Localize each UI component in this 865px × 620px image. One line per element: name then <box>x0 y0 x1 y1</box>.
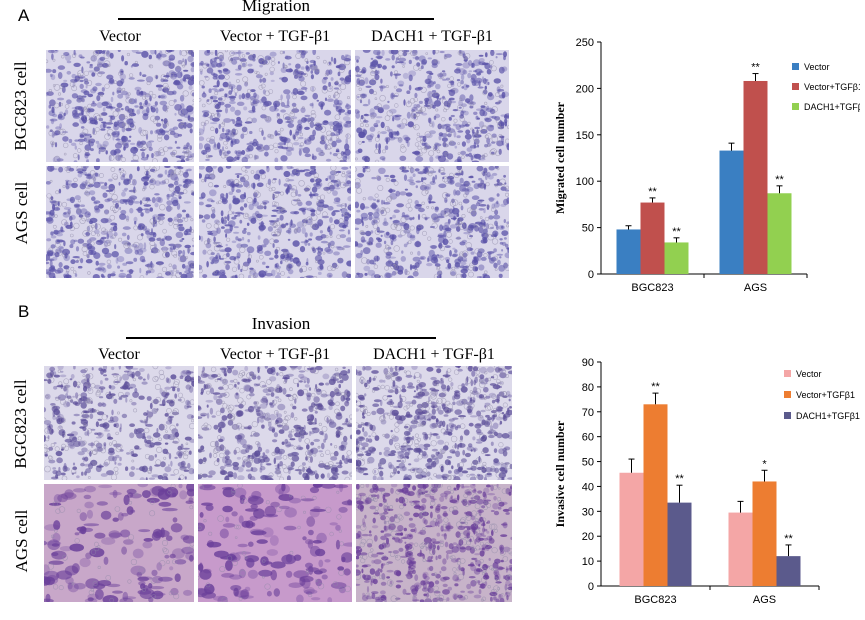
significance-label: ** <box>775 174 784 186</box>
chart-svg: 0 10 20 30 40 50 60 70 80 90 Invasive cell number B… <box>548 352 860 615</box>
y-tick-label: 100 <box>576 176 594 188</box>
y-tick-label: 70 <box>582 407 594 419</box>
bar <box>617 229 641 274</box>
legend-swatch <box>792 83 799 90</box>
bar <box>768 193 792 274</box>
x-tick-label: BGC823 <box>634 594 676 606</box>
y-tick-label: 40 <box>582 481 594 493</box>
y-tick-label: 50 <box>582 223 594 235</box>
panel-b-col-label-dach1-tgf: DACH1 + TGF-β1 <box>356 346 512 364</box>
legend-label: Vector+TGFβ1 <box>796 390 855 400</box>
x-tick-label: AGS <box>744 282 767 294</box>
invasion-bar-chart: 0 10 20 30 40 50 60 70 80 90 Invasive cell number B… <box>548 352 860 615</box>
micrograph-a-bgc823-dach1-tgf <box>355 50 509 162</box>
y-tick-label: 10 <box>582 556 594 568</box>
micrograph-b-bgc823-vector-tgf <box>198 366 352 480</box>
panel-b-title-rule <box>126 337 436 339</box>
legend-swatch <box>792 103 799 110</box>
legend-label: DACH1+TGFβ1 <box>804 102 860 112</box>
significance-label: ** <box>751 62 760 74</box>
bar <box>744 81 768 274</box>
panel-b-col-label-vector-tgf: Vector + TGF-β1 <box>198 346 352 364</box>
significance-label: * <box>762 458 767 470</box>
y-tick-label: 80 <box>582 382 594 394</box>
panel-a-row-label-ags: AGS cell <box>12 168 34 258</box>
y-tick-label: 0 <box>588 581 594 593</box>
y-tick-label: 200 <box>576 83 594 95</box>
panel-b-section-title: Invasion <box>126 314 436 334</box>
micrograph-b-ags-dach1-tgf <box>356 484 512 602</box>
bar <box>668 503 692 586</box>
panel-a-section-title: Migration <box>118 0 434 16</box>
micrograph-b-ags-vector <box>44 484 194 602</box>
legend-swatch <box>784 370 791 377</box>
chart-svg: 0 50 100 150 200 250 Migrated cell number BGC82… <box>548 32 860 302</box>
legend-swatch <box>792 63 799 70</box>
significance-label: ** <box>675 473 684 485</box>
legend-swatch <box>784 391 791 398</box>
bar <box>641 203 665 274</box>
legend-label: DACH1+TGFβ1 <box>796 411 860 421</box>
y-tick-label: 90 <box>582 357 594 369</box>
micrograph-a-ags-vector-tgf <box>199 166 351 278</box>
significance-label: ** <box>648 186 657 198</box>
y-tick-label: 30 <box>582 506 594 518</box>
legend-label: Vector <box>796 369 822 379</box>
panel-a-letter: A <box>18 6 29 26</box>
micrograph-a-ags-vector <box>46 166 194 278</box>
x-tick-label: AGS <box>753 594 776 606</box>
micrograph-a-bgc823-vector-tgf <box>199 50 351 162</box>
panel-a-col-label-vector: Vector <box>46 28 194 46</box>
significance-label: ** <box>672 226 681 238</box>
bar <box>720 151 744 274</box>
panel-b-row-label-ags: AGS cell <box>12 496 34 586</box>
significance-label: ** <box>651 381 660 393</box>
panel-b-row-label-bgc823: BGC823 cell <box>11 369 33 479</box>
bar <box>665 242 689 274</box>
micrograph-a-bgc823-vector <box>46 50 194 162</box>
legend-swatch <box>784 412 791 419</box>
micrograph-b-bgc823-dach1-tgf <box>356 366 512 480</box>
panel-a-title-rule <box>118 18 434 20</box>
y-axis-label: Migrated cell number <box>553 101 567 214</box>
y-tick-label: 150 <box>576 130 594 142</box>
migration-bar-chart: 0 50 100 150 200 250 Migrated cell number BGC82… <box>548 32 860 302</box>
y-tick-label: 0 <box>588 269 594 281</box>
micrograph-b-bgc823-vector <box>44 366 194 480</box>
significance-label: ** <box>784 533 793 545</box>
y-tick-label: 50 <box>582 457 594 469</box>
legend-label: Vector+TGFβ1 <box>804 82 860 92</box>
y-tick-label: 60 <box>582 432 594 444</box>
x-tick-label: BGC823 <box>631 282 673 294</box>
bar <box>753 481 777 586</box>
bar <box>777 556 801 586</box>
panel-a-col-label-vector-tgf: Vector + TGF-β1 <box>199 28 351 46</box>
y-tick-label: 20 <box>582 531 594 543</box>
legend-label: Vector <box>804 62 830 72</box>
panel-a-col-label-dach1-tgf: DACH1 + TGF-β1 <box>355 28 509 46</box>
micrograph-a-ags-dach1-tgf <box>355 166 509 278</box>
panel-b-letter: B <box>18 302 29 322</box>
panel-b-col-label-vector: Vector <box>44 346 194 364</box>
bar <box>620 473 644 586</box>
y-axis-label: Invasive cell number <box>553 420 567 527</box>
bar <box>729 513 753 586</box>
bar <box>644 404 668 586</box>
micrograph-b-ags-vector-tgf <box>198 484 352 602</box>
panel-a-row-label-bgc823: BGC823 cell <box>11 51 33 161</box>
y-tick-label: 250 <box>576 37 594 49</box>
